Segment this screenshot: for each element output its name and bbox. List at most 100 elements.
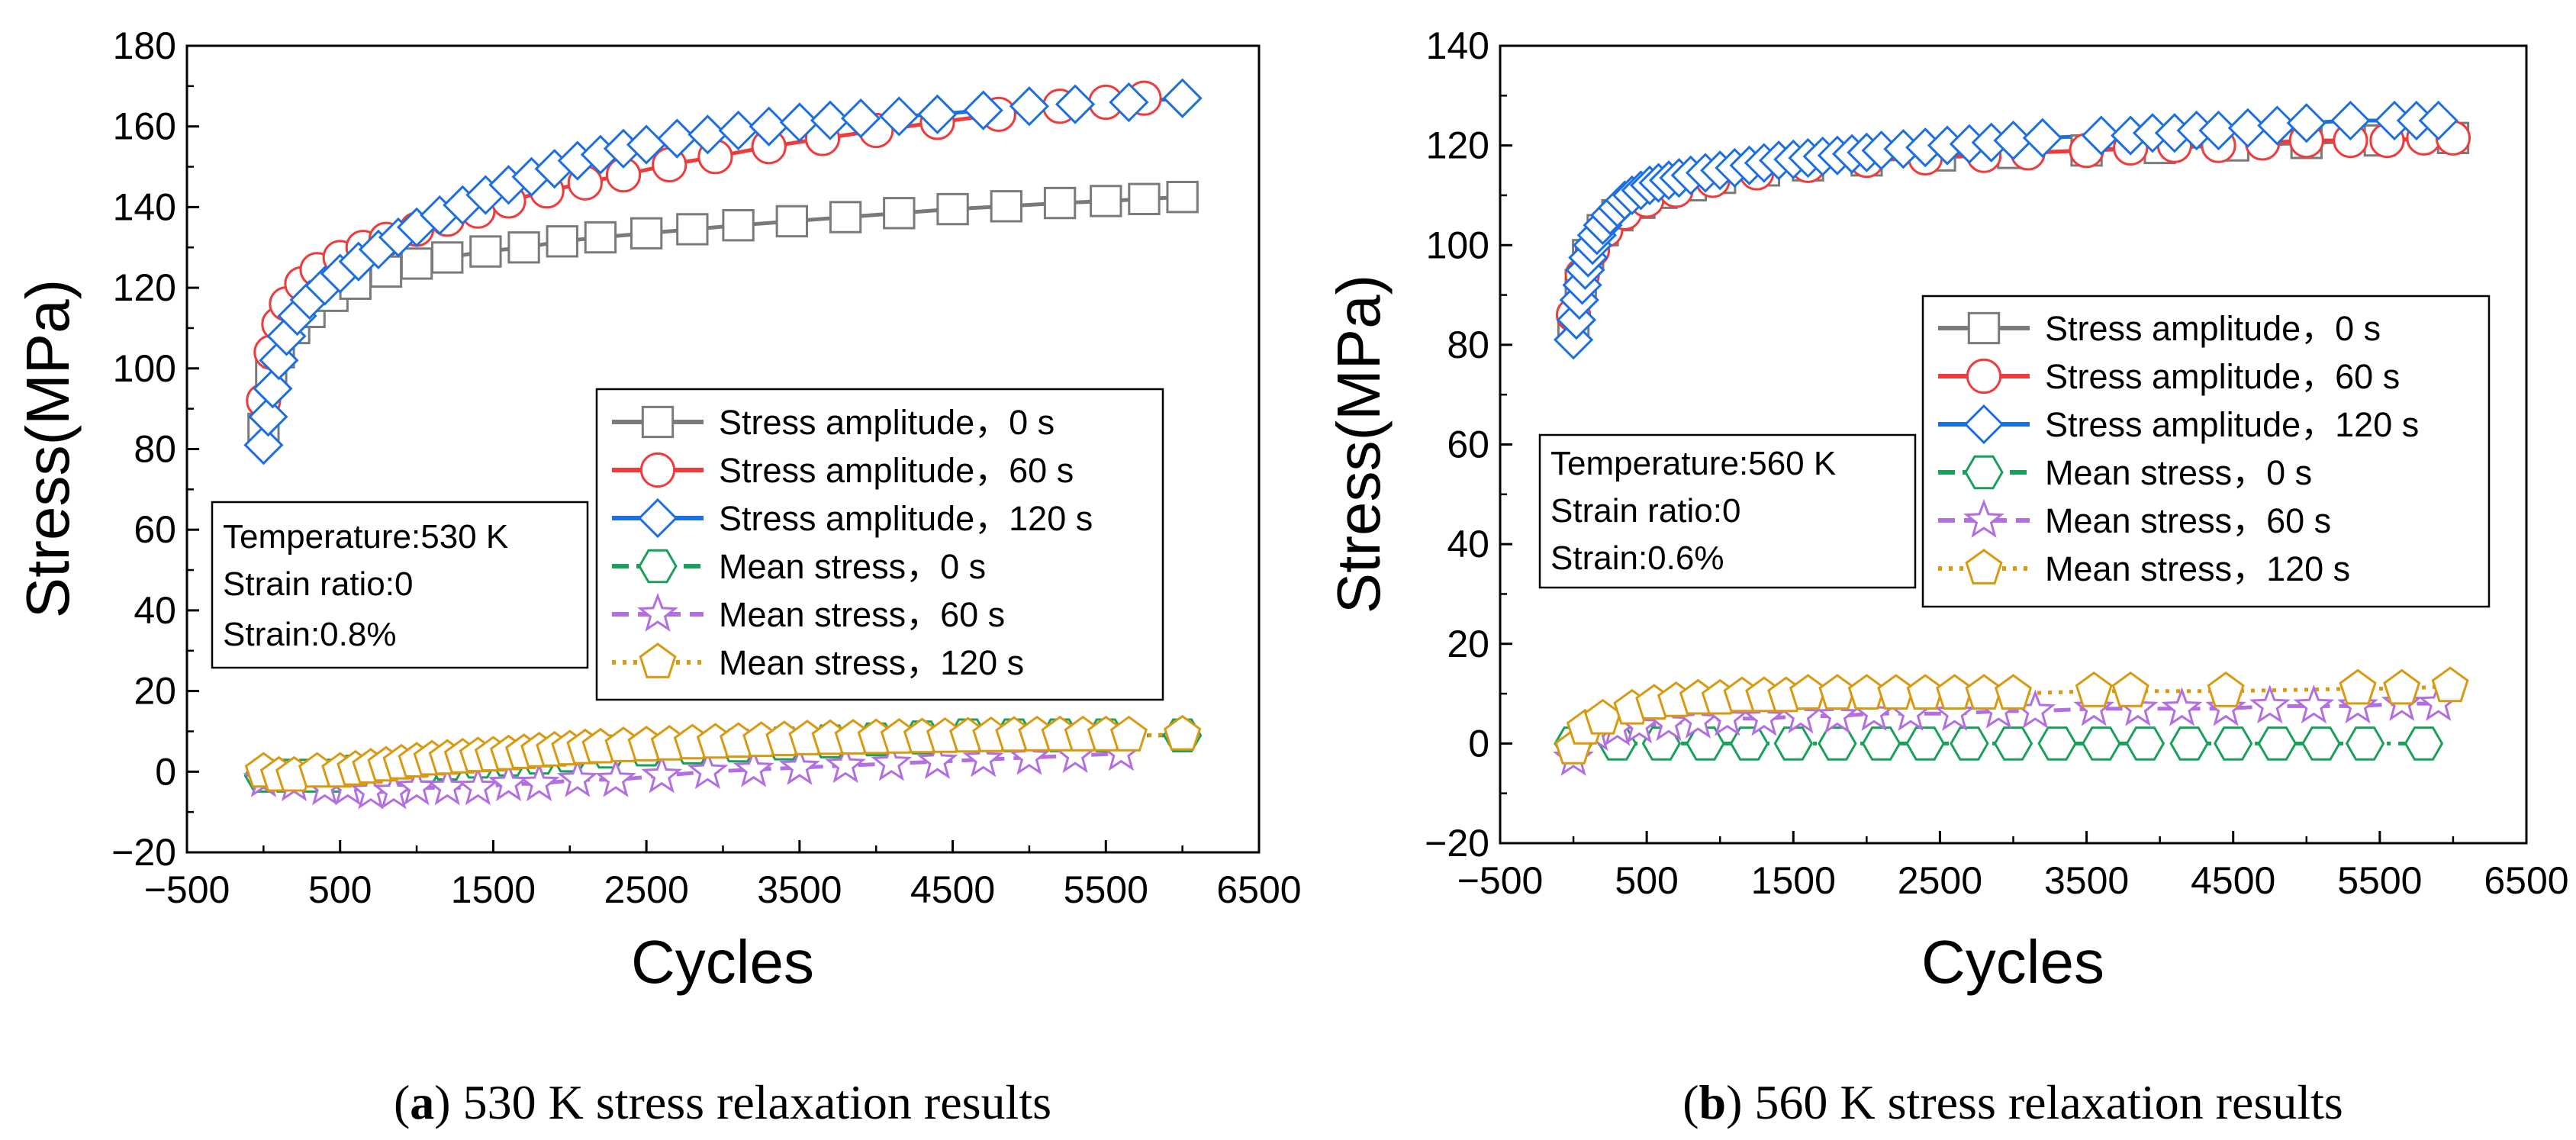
data-point-star — [733, 748, 774, 787]
y-tick-label: 120 — [1426, 124, 1489, 167]
legend-label: Mean stress，120 s — [2045, 549, 2350, 588]
x-tick-label: −500 — [1457, 859, 1544, 902]
legend-marker-star — [1963, 498, 2004, 538]
data-point-pentagon — [1164, 714, 1202, 751]
data-point-hexagon — [2213, 726, 2253, 761]
data-point-hexagon — [2301, 726, 2341, 761]
y-tick-label: 80 — [1447, 324, 1489, 366]
data-point-diamond — [2330, 100, 2371, 141]
data-point-diamond — [749, 106, 789, 147]
panel-caption: (a) 530 K stress relaxation results — [394, 1075, 1051, 1129]
data-point-hexagon — [2169, 726, 2209, 761]
data-point-diamond — [1162, 78, 1203, 118]
panel-a: −20 0 20 40 60 80 100 120 140 160 180 −500 500 1500 2… — [14, 24, 1302, 1129]
y-tick-label: 20 — [134, 670, 176, 713]
info-box-frame — [1538, 433, 1917, 589]
data-point-diamond — [243, 425, 284, 465]
data-point-square — [546, 225, 578, 258]
legend-marker-star — [637, 592, 678, 632]
legend: Stress amplitude，0 s Stress amplitude，60 … — [1921, 295, 2491, 608]
data-point-pentagon — [2383, 668, 2421, 705]
data-point-pentagon — [2431, 666, 2469, 703]
data-point-square — [469, 235, 502, 268]
x-tick-label: 1500 — [451, 868, 536, 911]
data-point-square — [431, 241, 464, 274]
x-tick-label: 4500 — [910, 868, 995, 911]
data-point-diamond — [840, 98, 881, 139]
data-point-hexagon — [1950, 726, 1989, 761]
data-point-square — [1128, 182, 1161, 216]
panel-b: −20 0 20 40 60 80 100 120 140 −500 500 1500 2500 350… — [1325, 24, 2569, 1129]
legend-label: Stress amplitude，0 s — [719, 403, 1055, 442]
info-box-frame — [211, 501, 589, 669]
info-box: Temperature:560 K Strain ratio:0 Strain:… — [1538, 433, 1917, 589]
panel-caption: (b) 560 K stress relaxation results — [1682, 1075, 2343, 1129]
legend-label: Stress amplitude，120 s — [719, 499, 1093, 538]
caption-text: 530 K stress relaxation results — [451, 1075, 1051, 1129]
caption-letter: b — [1699, 1075, 1727, 1129]
y-tick-label: −20 — [111, 831, 176, 874]
y-tick-label: 60 — [134, 508, 176, 551]
caption-text: 560 K stress relaxation results — [1742, 1075, 2343, 1129]
data-point-star — [825, 744, 866, 784]
data-point-star — [2293, 684, 2335, 724]
caption-open-paren: ( — [1682, 1075, 1699, 1129]
legend-marker-square — [641, 405, 675, 439]
y-tick-label: 0 — [1468, 722, 1489, 765]
x-tick-label: 5500 — [1064, 868, 1148, 911]
legend-marker-diamond — [1963, 404, 2004, 445]
legend-marker-hexagon — [1964, 455, 2004, 490]
data-point-hexagon — [1686, 726, 1725, 761]
data-point-diamond — [687, 114, 728, 155]
legend-label: Stress amplitude，0 s — [2045, 309, 2381, 348]
legend-marker-circle — [639, 452, 676, 488]
caption-open-paren: ( — [394, 1075, 410, 1129]
y-tick-label: 60 — [1447, 423, 1489, 466]
x-tick-labels: −500 500 1500 2500 3500 4500 5500 6500 — [1457, 859, 2569, 902]
data-point-star — [2161, 687, 2203, 726]
data-point-hexagon — [1905, 726, 1945, 761]
x-tick-label: 500 — [308, 868, 372, 911]
data-point-hexagon — [2257, 726, 2297, 761]
data-point-star — [518, 762, 560, 802]
data-point-diamond — [2022, 118, 2063, 158]
data-point-hexagon — [1818, 726, 1857, 761]
legend-label: Mean stress，120 s — [719, 643, 1024, 682]
caption-close-paren: ) — [1726, 1075, 1742, 1129]
y-tick-label: 80 — [134, 428, 176, 471]
legend: Stress amplitude，0 s Stress amplitude，60 … — [595, 388, 1164, 701]
data-point-diamond — [810, 100, 851, 140]
x-tick-label: 6500 — [2484, 859, 2568, 902]
data-point-square — [507, 231, 540, 264]
data-point-pentagon — [2207, 671, 2245, 707]
axis-ticks — [185, 44, 1261, 854]
data-point-pentagon — [2075, 671, 2113, 707]
data-point-square — [400, 247, 433, 280]
data-point-star — [641, 754, 683, 794]
data-point-diamond — [1993, 120, 2033, 161]
data-point-star — [457, 766, 499, 806]
caption-letter: a — [410, 1075, 434, 1129]
y-tick-labels: −20 0 20 40 60 80 100 120 140 — [1425, 24, 1489, 865]
data-point-square — [883, 197, 916, 230]
data-point-star — [687, 750, 729, 790]
data-point-hexagon — [1861, 726, 1901, 761]
info-temperature: Temperature:560 K — [1550, 445, 1836, 482]
x-tick-label: 2500 — [1898, 859, 1982, 902]
x-tick-label: 500 — [1615, 859, 1678, 902]
legend-label: Mean stress，0 s — [719, 547, 986, 586]
x-tick-label: 1500 — [1751, 859, 1836, 902]
data-point-diamond — [253, 369, 293, 409]
caption-close-paren: ) — [434, 1075, 450, 1129]
legend-label: Stress amplitude，60 s — [719, 451, 1074, 490]
data-point-pentagon — [1109, 715, 1148, 752]
y-tick-label: 180 — [113, 24, 176, 67]
data-point-square — [936, 192, 969, 226]
x-tick-label: −500 — [144, 868, 230, 911]
info-strain: Strain:0.8% — [223, 616, 396, 653]
x-tick-label: 3500 — [757, 868, 842, 911]
data-point-hexagon — [2082, 726, 2121, 761]
info-strain-ratio: Strain ratio:0 — [223, 565, 413, 603]
data-point-star — [778, 746, 820, 785]
